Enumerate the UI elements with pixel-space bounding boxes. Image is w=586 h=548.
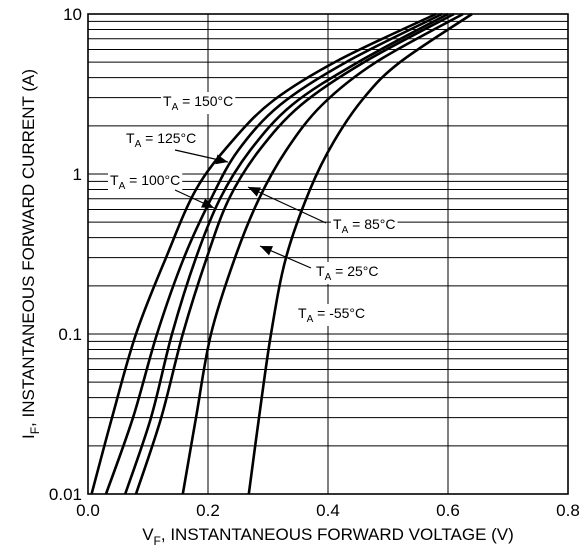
series-label-0: TA = 150°C bbox=[163, 93, 233, 113]
series-label-leader bbox=[247, 186, 327, 224]
series-label-2: TA = 100°C bbox=[110, 172, 180, 192]
arrowhead bbox=[201, 198, 214, 208]
y-tick-label: 0.01 bbox=[49, 485, 82, 504]
series-line-5 bbox=[247, 12, 473, 495]
y-tick-labels: 0.01 0.1 1 10 bbox=[49, 5, 82, 504]
x-axis-title-main: V bbox=[142, 525, 154, 544]
arrowhead bbox=[215, 154, 228, 165]
plot-frame bbox=[87, 13, 569, 495]
series-label-5: TA = -55°C bbox=[298, 305, 365, 325]
series-label-bg bbox=[296, 304, 368, 326]
series-line-3 bbox=[134, 12, 455, 495]
x-tick-label: 0.2 bbox=[196, 501, 220, 520]
series-label-bg bbox=[161, 92, 236, 114]
series-line-2 bbox=[123, 12, 449, 495]
y-tick-label: 0.1 bbox=[58, 325, 82, 344]
series-line-1 bbox=[104, 12, 443, 495]
x-axis-title-rest: , INSTANTANEOUS FORWARD VOLTAGE (V) bbox=[161, 525, 514, 544]
series-label-bg bbox=[108, 171, 183, 193]
x-tick-label: 0.4 bbox=[316, 501, 340, 520]
y-axis-title: IF, INSTANTANEOUS FORWARD CURRENT (A) bbox=[19, 69, 42, 439]
y-axis-title-rest: , INSTANTANEOUS FORWARD CURRENT (A) bbox=[19, 69, 38, 427]
series-label-bg bbox=[314, 262, 381, 284]
grid bbox=[88, 14, 568, 494]
series-line-0 bbox=[90, 12, 437, 495]
x-tick-label: 0.8 bbox=[556, 501, 580, 520]
series-line-4 bbox=[181, 12, 464, 495]
y-axis-title-sub: F bbox=[28, 427, 42, 434]
series-label-bg bbox=[124, 129, 199, 151]
y-tick-label: 10 bbox=[63, 5, 82, 24]
series-labels: TA = 150°C TA = 125°C TA = 100°C TA = 85°C T… bbox=[108, 92, 398, 326]
series-label-1: TA = 125°C bbox=[126, 130, 196, 150]
arrowhead bbox=[260, 246, 273, 256]
series-label-3: TA = 85°C bbox=[333, 216, 395, 236]
series-label-4: TA = 25°C bbox=[316, 263, 378, 283]
arrowhead bbox=[248, 187, 261, 197]
x-tick-label: 0.6 bbox=[436, 501, 460, 520]
x-tick-label: 0.0 bbox=[76, 501, 100, 520]
y-tick-label: 1 bbox=[73, 165, 82, 184]
y-axis-title-main: I bbox=[19, 434, 38, 439]
x-axis-title-sub: F bbox=[154, 534, 161, 548]
x-tick-labels: 0.0 0.2 0.4 0.6 0.8 bbox=[76, 501, 580, 520]
series-label-bg bbox=[331, 215, 398, 237]
x-axis-title: VF, INSTANTANEOUS FORWARD VOLTAGE (V) bbox=[142, 525, 514, 548]
curves bbox=[90, 12, 473, 495]
